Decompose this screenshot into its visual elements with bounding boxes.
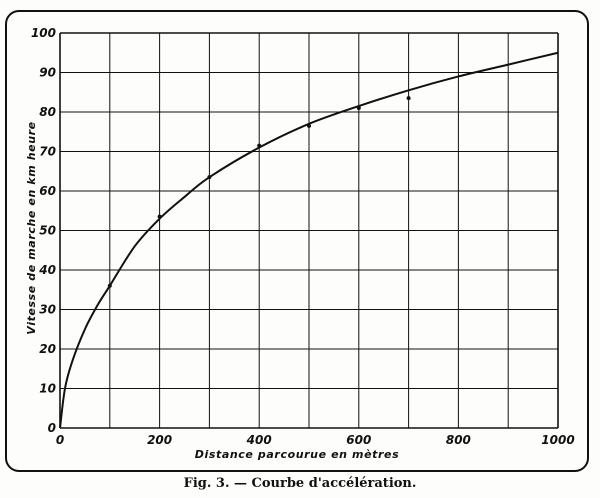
- data-point: [207, 175, 212, 180]
- data-marks: [59, 51, 559, 429]
- data-point: [307, 123, 311, 128]
- acceleration-curve: [59, 51, 559, 429]
- data-point: [257, 143, 262, 148]
- figure-caption: Fig. 3. — Courbe d'accélération.: [183, 476, 417, 491]
- y-tick-label: 100: [31, 26, 56, 40]
- y-tick-label: 70: [39, 145, 56, 159]
- x-tick-label: 0: [56, 433, 64, 447]
- x-tick-label: 200: [147, 433, 172, 447]
- y-tick-label: 20: [39, 342, 56, 356]
- data-point: [356, 106, 361, 111]
- grid: [59, 32, 559, 429]
- x-axis-title: Distance parcourue en mètres: [195, 448, 399, 461]
- y-tick-label: 10: [39, 382, 56, 396]
- y-tick-label: 60: [39, 184, 56, 198]
- x-tick-label: 1000: [541, 433, 574, 447]
- x-tick-label: 600: [346, 433, 371, 447]
- data-point: [157, 214, 162, 219]
- x-tick-label: 800: [446, 433, 471, 447]
- tick-labels: 0 200 400 600 800 1000 0 10 20 30 40 50 60 70 80 90 100: [31, 26, 575, 447]
- data-point: [406, 96, 411, 101]
- acceleration-chart: 0 200 400 600 800 10000102030405060708090100 …: [25, 26, 575, 461]
- y-axis-title: Vitesse de marche en km heure: [25, 121, 38, 334]
- y-tick-label: 80: [39, 105, 56, 119]
- y-tick-label: 40: [38, 263, 56, 277]
- chart-frame: [5, 10, 589, 472]
- y-tick-label: 50: [39, 224, 56, 238]
- data-point: [107, 283, 112, 288]
- x-tick-label: 400: [246, 433, 272, 447]
- y-tick-label: 90: [39, 66, 56, 80]
- y-tick-label: 30: [39, 303, 56, 317]
- y-tick-label: 0: [48, 421, 56, 435]
